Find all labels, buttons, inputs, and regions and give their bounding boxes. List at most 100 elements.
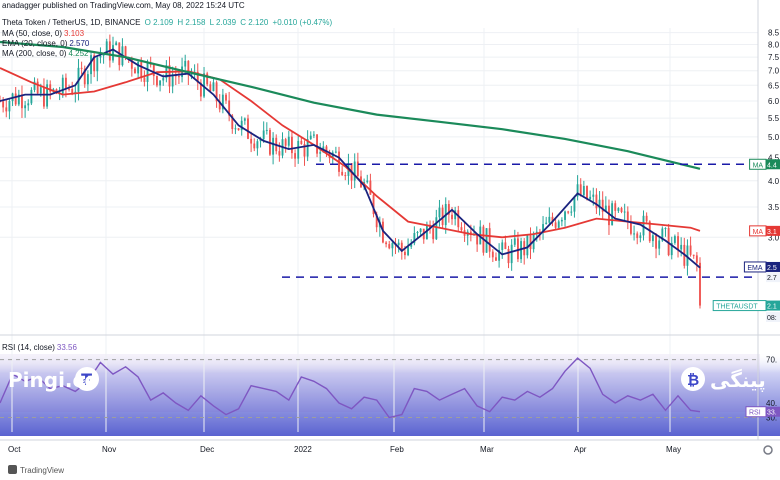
candle-body — [664, 228, 667, 230]
candle-body — [96, 57, 99, 72]
ma50-legend[interactable]: MA (50, close, 0) 3.103 — [2, 29, 85, 38]
candle-body — [573, 196, 576, 212]
candle-body — [639, 235, 642, 239]
candle — [507, 245, 510, 269]
candle-body — [504, 242, 507, 250]
candle — [33, 77, 36, 93]
tradingview-logo-text[interactable]: TradingView — [20, 466, 65, 475]
candle — [240, 116, 243, 136]
candle-body — [454, 210, 457, 220]
candle-body — [30, 89, 33, 104]
price-label: MA 4.4 — [749, 158, 780, 170]
price-label-name: EMA — [747, 265, 763, 272]
rsi-banner — [0, 352, 780, 436]
rsi-last-label: RSI 33. — [745, 406, 780, 418]
candle-body — [595, 194, 598, 209]
time-tick-label: May — [666, 445, 681, 454]
candle-body — [441, 207, 444, 226]
candle-body — [645, 215, 648, 222]
candle — [419, 228, 422, 236]
price-tick-label: 6.5 — [768, 81, 780, 90]
candle-body — [265, 129, 268, 131]
candle — [143, 70, 146, 87]
candle — [90, 52, 92, 84]
candle-body — [403, 251, 406, 256]
candle-body — [548, 216, 551, 223]
candle — [209, 81, 212, 92]
candle — [595, 188, 598, 214]
candle-body — [601, 199, 604, 212]
price-label-value: 08: — [767, 315, 777, 322]
rsi-legend[interactable]: RSI (14, close) 33.56 — [2, 343, 77, 352]
candle — [341, 165, 344, 177]
candle-body — [673, 236, 676, 243]
candle — [564, 210, 566, 227]
candle-body — [391, 243, 394, 249]
candle-body — [49, 84, 52, 92]
candle-body — [8, 101, 11, 112]
candle-body — [375, 214, 378, 228]
candle — [397, 239, 400, 253]
candle — [300, 137, 303, 145]
candle-body — [564, 211, 566, 220]
time-tick-label: Oct — [8, 445, 21, 454]
candle — [636, 231, 639, 245]
candle — [485, 228, 488, 253]
candle-body — [438, 207, 441, 218]
candle — [620, 206, 623, 214]
candle — [545, 216, 548, 225]
price-tick-label: 8.5 — [768, 29, 780, 38]
ema20-legend[interactable]: EMA (20, close, 0) 2.570 — [2, 39, 90, 48]
candle — [554, 218, 557, 231]
candle-body — [388, 244, 391, 249]
time-tick-label: 2022 — [294, 445, 312, 454]
candle-body — [633, 233, 636, 235]
candle-body — [130, 59, 133, 69]
price-tick-label: 5.5 — [768, 114, 780, 123]
candle-body — [529, 235, 532, 250]
candle-body — [300, 140, 303, 144]
candle — [567, 210, 570, 215]
candle-body — [80, 67, 83, 69]
candle — [695, 252, 698, 272]
price-tick-label: 4.5 — [768, 154, 780, 163]
candle-body — [259, 139, 262, 142]
rsi-line — [0, 357, 701, 419]
candle — [435, 209, 438, 240]
candle-body — [416, 231, 419, 234]
candle-body — [516, 238, 519, 260]
candle-body — [237, 128, 240, 131]
candle-body — [312, 134, 315, 136]
candle-body — [689, 245, 692, 255]
candle — [413, 226, 416, 246]
candle — [262, 121, 265, 143]
price-label-value: 2.1 — [767, 304, 777, 311]
candle — [287, 130, 290, 149]
candle — [225, 92, 227, 104]
candle-body — [626, 211, 629, 223]
candle — [80, 61, 83, 75]
candle-body — [90, 55, 92, 75]
candle — [598, 191, 601, 216]
candle — [670, 236, 673, 260]
candle-body — [491, 251, 494, 258]
candle — [457, 205, 460, 231]
candle-body — [231, 115, 234, 130]
candle — [294, 149, 297, 167]
candle-body — [64, 77, 67, 89]
candle — [510, 239, 513, 271]
candle — [93, 51, 96, 78]
candle — [664, 227, 667, 237]
candle-body — [385, 242, 388, 245]
candle — [5, 98, 8, 118]
candle — [250, 131, 253, 153]
ma200-legend[interactable]: MA (200, close, 0) 4.252 — [2, 49, 89, 58]
price-tick-label: 5.0 — [768, 133, 780, 142]
candle-body — [510, 244, 513, 264]
candle — [234, 124, 237, 135]
candle-body — [356, 161, 359, 177]
candle — [576, 175, 579, 201]
time-tick-label: Nov — [102, 445, 116, 454]
candle — [645, 212, 648, 225]
